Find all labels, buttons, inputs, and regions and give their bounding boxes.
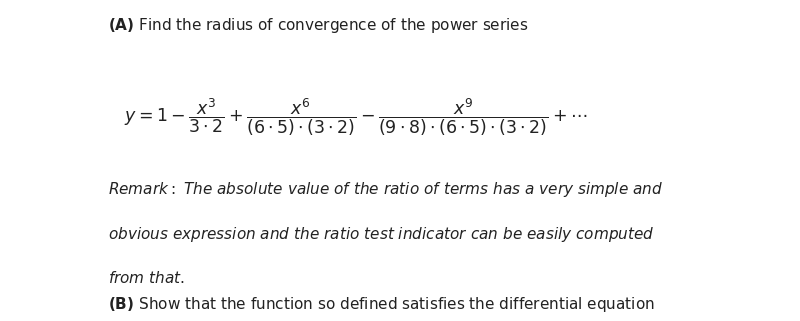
Text: $\mathit{Remark:}$ $\mathit{The\ absolute\ value\ of\ the\ ratio\ of\ terms\ has: $\mathit{Remark:}$ $\mathit{The\ absolut…: [108, 180, 663, 199]
Text: $\mathit{obvious\ expression\ and\ the\ ratio\ test\ indicator\ can\ be\ easily\: $\mathit{obvious\ expression\ and\ the\ …: [108, 225, 654, 244]
Text: $\mathbf{(B)}$ Show that the function so defined satisfies the differential equa: $\mathbf{(B)}$ Show that the function so…: [108, 295, 654, 314]
Text: $\mathbf{(A)}$ Find the radius of convergence of the power series: $\mathbf{(A)}$ Find the radius of conver…: [108, 16, 529, 35]
Text: $y = 1 - \dfrac{x^3}{3 \cdot 2} + \dfrac{x^6}{(6 \cdot 5) \cdot (3 \cdot 2)} - \: $y = 1 - \dfrac{x^3}{3 \cdot 2} + \dfrac…: [124, 96, 587, 138]
Text: $\mathit{from\ that.}$: $\mathit{from\ that.}$: [108, 270, 185, 286]
